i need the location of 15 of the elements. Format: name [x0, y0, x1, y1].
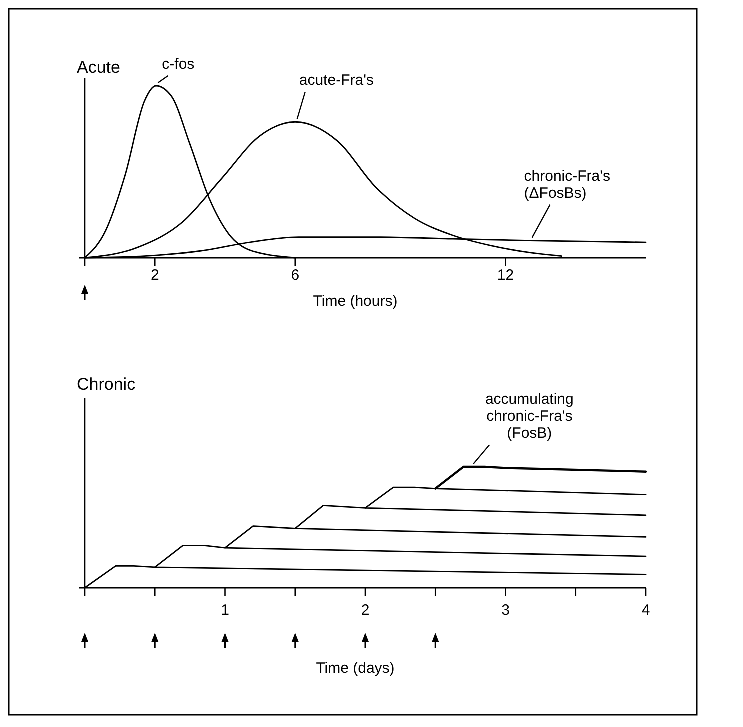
chart-title: Chronic	[77, 375, 136, 394]
chart-title: Acute	[77, 58, 120, 77]
x-tick-label: 4	[642, 602, 650, 619]
x-tick-label: 2	[150, 267, 160, 284]
x-tick-label: 3	[502, 602, 510, 619]
x-axis-title: Time (hours)	[313, 293, 398, 310]
x-tick-label: 6	[291, 267, 300, 284]
x-tick-label: 2	[361, 602, 370, 619]
text: acute-Fra's	[299, 72, 374, 90]
text: chronic-Fra's (ΔFosBs)	[524, 168, 611, 202]
x-tick-label: 1	[221, 602, 230, 619]
series-label: accumulating chronic-Fra's (FosB)	[485, 391, 574, 442]
x-axis-title: Time (days)	[316, 660, 395, 677]
x-tick-label: 12	[497, 267, 514, 284]
series-label: c-fos	[162, 56, 195, 73]
